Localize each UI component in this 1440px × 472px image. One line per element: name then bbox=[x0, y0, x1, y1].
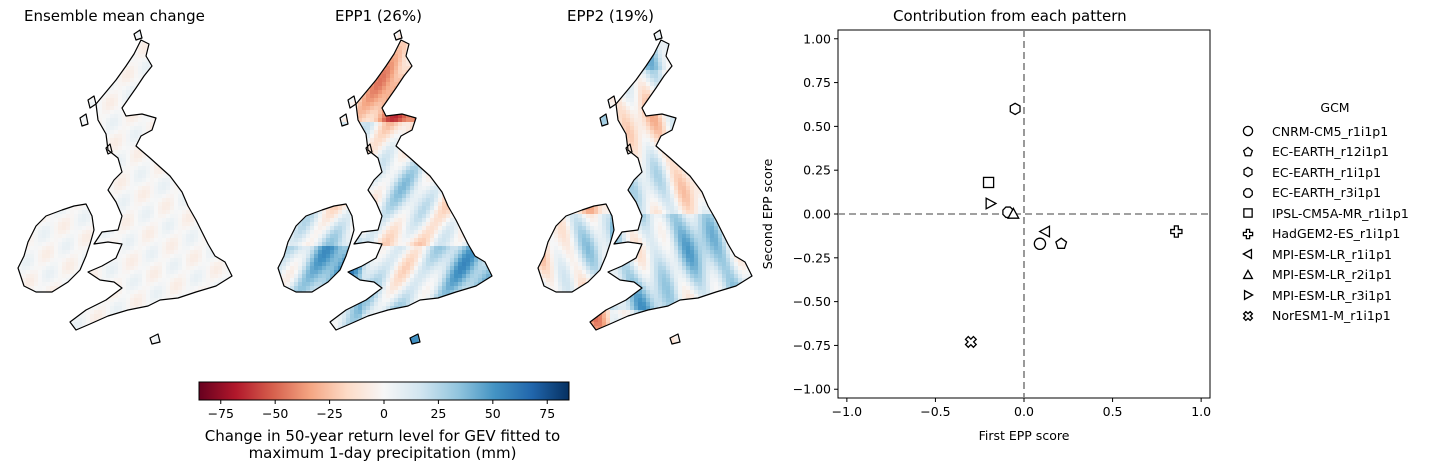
legend-label: EC-EARTH_r1i1p1 bbox=[1272, 164, 1382, 180]
point-IPSL-CM5A-MR_r1i1p1 bbox=[982, 176, 995, 189]
point-CNRM-CM5_r1i1p1 bbox=[1033, 237, 1047, 251]
colorbar-label-line2: maximum 1-day precipitation (mm) bbox=[248, 444, 517, 462]
legend-marker-icon bbox=[1243, 289, 1254, 301]
legend-marker-icon bbox=[1242, 248, 1253, 260]
coastline-island bbox=[409, 333, 421, 345]
coastline-great-britain bbox=[69, 39, 233, 331]
coastline-island bbox=[339, 113, 349, 127]
legend-label: EC-EARTH_r3i1p1 bbox=[1272, 185, 1382, 201]
scatter-title: Contribution from each pattern bbox=[893, 7, 1127, 25]
y-tick-label: 0.25 bbox=[803, 163, 831, 178]
x-tick-label: 0.5 bbox=[1103, 404, 1123, 419]
legend-marker-icon bbox=[1242, 268, 1254, 279]
map-title-epp2: EPP2 (19%) bbox=[567, 7, 654, 25]
legend-marker-icon bbox=[1242, 146, 1254, 157]
coastline-island bbox=[133, 29, 143, 41]
y-tick-label: 0.00 bbox=[803, 207, 831, 222]
legend-item: EC-EARTH_r12i1p1 bbox=[1240, 142, 1430, 163]
coastline-ireland bbox=[277, 203, 355, 293]
legend-label: NorESM1-M_r1i1p1 bbox=[1272, 308, 1391, 324]
colorbar-tick-label: 50 bbox=[485, 406, 501, 421]
legend-label: CNRM-CM5_r1i1p1 bbox=[1272, 123, 1389, 139]
legend-marker-icon bbox=[1242, 310, 1254, 322]
legend-marker-icon bbox=[1243, 187, 1253, 198]
point-EC-EARTH_r12i1p1 bbox=[1055, 237, 1068, 249]
point-EC-EARTH_r1i1p1 bbox=[1009, 102, 1021, 116]
legend-marker-icon bbox=[1243, 208, 1253, 219]
scatter-plot: −1.0 −0.5 0.0 0.5 1.0 1.00 0.75 0.50 0.25 0.00 −0.… bbox=[760, 29, 1211, 443]
legend-title: GCM bbox=[1320, 100, 1350, 115]
x-tick-label: 1.0 bbox=[1191, 404, 1211, 419]
coastline-ireland bbox=[17, 203, 95, 293]
colorbar-tick-label: 25 bbox=[430, 406, 446, 421]
y-tick-label: 0.75 bbox=[803, 75, 831, 90]
map-title-epp1: EPP1 (26%) bbox=[335, 7, 422, 25]
coastline-island bbox=[607, 95, 617, 109]
colorbar-tick-label: −75 bbox=[208, 406, 234, 421]
legend-item: NorESM1-M_r1i1p1 bbox=[1240, 306, 1430, 327]
point-MPI-ESM-LR_r3i1p1 bbox=[985, 197, 998, 210]
coastline-island bbox=[79, 113, 89, 127]
legend-marker-icon bbox=[1242, 126, 1254, 137]
x-tick-label: −0.5 bbox=[920, 404, 950, 419]
colorbar-tick-label: 0 bbox=[380, 406, 388, 421]
point-NorESM1-M_r1i1p1 bbox=[964, 335, 978, 349]
legend-item: MPI-ESM-LR_r2i1p1 bbox=[1240, 265, 1430, 286]
point-MPI-ESM-LR_r2i1p1 bbox=[1006, 207, 1020, 219]
coastline-island bbox=[599, 113, 609, 127]
legend-label: HadGEM2-ES_r1i1p1 bbox=[1272, 226, 1401, 242]
y-tick-label: −0.25 bbox=[793, 250, 831, 265]
x-tick-label: −1.0 bbox=[832, 404, 862, 419]
legend-label: IPSL-CM5A-MR_r1i1p1 bbox=[1272, 205, 1409, 221]
coastline-island bbox=[365, 143, 373, 155]
legend-item: MPI-ESM-LR_r3i1p1 bbox=[1240, 285, 1430, 306]
coastline-island bbox=[653, 29, 663, 41]
map-ensemble-mean bbox=[17, 29, 233, 345]
coastline-ireland bbox=[537, 203, 615, 293]
y-tick-label: 0.50 bbox=[803, 119, 831, 134]
colorbar-tick-label: −25 bbox=[316, 406, 342, 421]
legend-marker-icon bbox=[1242, 228, 1254, 239]
map-title-mean: Ensemble mean change bbox=[24, 7, 205, 25]
point-MPI-ESM-LR_r1i1p1 bbox=[1038, 225, 1051, 238]
y-tick-label: −1.00 bbox=[793, 382, 831, 397]
y-tick-label: −0.50 bbox=[793, 294, 831, 309]
map-epp2 bbox=[537, 29, 753, 345]
colorbar-label-line1: Change in 50-year return level for GEV f… bbox=[204, 427, 561, 445]
point-HadGEM2-ES_r1i1p1 bbox=[1170, 225, 1183, 238]
colorbar-tick-label: 75 bbox=[539, 406, 555, 421]
coastline-island bbox=[625, 143, 633, 155]
x-axis-label: First EPP score bbox=[979, 428, 1070, 443]
colorbar: −75 −50 −25 0 25 50 75 bbox=[198, 381, 570, 421]
colorbar-gradient bbox=[198, 381, 570, 401]
legend-item: IPSL-CM5A-MR_r1i1p1 bbox=[1240, 203, 1430, 224]
coastline-island bbox=[393, 29, 403, 41]
x-tick-label: 0.0 bbox=[1014, 404, 1034, 419]
legend-item: MPI-ESM-LR_r1i1p1 bbox=[1240, 244, 1430, 265]
coastline-island bbox=[149, 333, 161, 345]
legend-item: EC-EARTH_r1i1p1 bbox=[1240, 162, 1430, 183]
y-tick-label: −0.75 bbox=[793, 338, 831, 353]
legend-marker-icon bbox=[1243, 166, 1253, 178]
legend-label: EC-EARTH_r12i1p1 bbox=[1272, 144, 1390, 160]
y-axis-label: Second EPP score bbox=[760, 158, 775, 269]
coastline-great-britain bbox=[329, 39, 493, 331]
colorbar-label: Change in 50-year return level for GEV f… bbox=[150, 428, 615, 462]
coastline-island bbox=[105, 143, 113, 155]
legend-item: HadGEM2-ES_r1i1p1 bbox=[1240, 224, 1430, 245]
legend-item: EC-EARTH_r3i1p1 bbox=[1240, 183, 1430, 204]
map-epp1 bbox=[277, 29, 493, 345]
legend-label: MPI-ESM-LR_r3i1p1 bbox=[1272, 287, 1392, 303]
colorbar-tick-label: −50 bbox=[262, 406, 288, 421]
legend: GCM CNRM-CM5_r1i1p1 EC-EARTH_r12i1p1 EC-EA… bbox=[1240, 100, 1430, 326]
coastline-great-britain bbox=[589, 39, 753, 331]
legend-label: MPI-ESM-LR_r2i1p1 bbox=[1272, 267, 1392, 283]
coastline-island bbox=[87, 95, 97, 109]
legend-item: CNRM-CM5_r1i1p1 bbox=[1240, 121, 1430, 142]
y-tick-label: 1.00 bbox=[803, 31, 831, 46]
coastline-island bbox=[347, 95, 357, 109]
coastline-island bbox=[669, 333, 681, 345]
legend-label: MPI-ESM-LR_r1i1p1 bbox=[1272, 246, 1392, 262]
